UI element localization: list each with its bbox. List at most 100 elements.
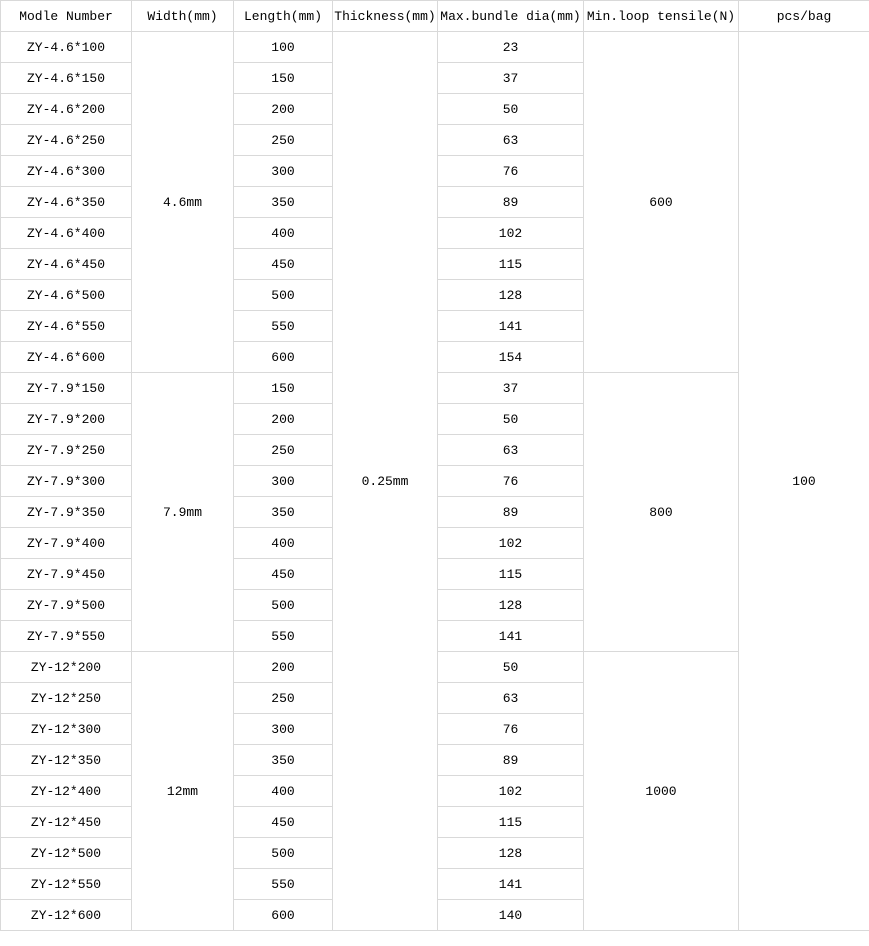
cell-length: 450 <box>234 559 333 590</box>
col-header: Modle Number <box>1 1 132 32</box>
cell-dia: 76 <box>438 466 584 497</box>
cell-tensile: 1000 <box>584 652 739 931</box>
cell-length: 250 <box>234 125 333 156</box>
cell-dia: 128 <box>438 838 584 869</box>
cell-dia: 102 <box>438 776 584 807</box>
cell-dia: 102 <box>438 528 584 559</box>
col-header: Min.loop tensile(N) <box>584 1 739 32</box>
cell-dia: 50 <box>438 652 584 683</box>
cell-model: ZY-12*500 <box>1 838 132 869</box>
cell-length: 350 <box>234 497 333 528</box>
cell-model: ZY-4.6*450 <box>1 249 132 280</box>
cell-model: ZY-4.6*550 <box>1 311 132 342</box>
cell-dia: 76 <box>438 714 584 745</box>
cell-dia: 115 <box>438 807 584 838</box>
cell-length: 100 <box>234 32 333 63</box>
cell-model: ZY-7.9*450 <box>1 559 132 590</box>
cell-dia: 141 <box>438 869 584 900</box>
cell-length: 400 <box>234 776 333 807</box>
cell-dia: 128 <box>438 280 584 311</box>
cell-model: ZY-7.9*400 <box>1 528 132 559</box>
cell-length: 450 <box>234 249 333 280</box>
col-header: pcs/bag <box>739 1 869 32</box>
cell-length: 400 <box>234 528 333 559</box>
cell-model: ZY-7.9*250 <box>1 435 132 466</box>
table-row: ZY-4.6*1004.6mm1000.25mm23600100 <box>1 32 869 63</box>
cell-dia: 50 <box>438 404 584 435</box>
cell-model: ZY-12*600 <box>1 900 132 931</box>
cell-length: 500 <box>234 838 333 869</box>
cell-model: ZY-7.9*350 <box>1 497 132 528</box>
cell-dia: 128 <box>438 590 584 621</box>
cell-length: 300 <box>234 156 333 187</box>
cell-dia: 102 <box>438 218 584 249</box>
cell-dia: 115 <box>438 559 584 590</box>
cell-length: 500 <box>234 280 333 311</box>
cell-length: 600 <box>234 900 333 931</box>
cell-model: ZY-4.6*300 <box>1 156 132 187</box>
cell-pcsbag: 100 <box>739 32 869 931</box>
cell-dia: 63 <box>438 125 584 156</box>
cell-length: 550 <box>234 621 333 652</box>
cell-width: 4.6mm <box>132 32 234 373</box>
cell-width: 7.9mm <box>132 373 234 652</box>
cell-dia: 37 <box>438 373 584 404</box>
cell-length: 150 <box>234 63 333 94</box>
cell-model: ZY-12*200 <box>1 652 132 683</box>
table-header-row: Modle NumberWidth(mm)Length(mm)Thickness… <box>1 1 869 32</box>
cell-tensile: 600 <box>584 32 739 373</box>
cell-dia: 89 <box>438 745 584 776</box>
cell-length: 400 <box>234 218 333 249</box>
cell-model: ZY-12*550 <box>1 869 132 900</box>
cell-model: ZY-7.9*150 <box>1 373 132 404</box>
cell-length: 450 <box>234 807 333 838</box>
cell-model: ZY-7.9*300 <box>1 466 132 497</box>
cell-length: 550 <box>234 869 333 900</box>
cell-dia: 63 <box>438 683 584 714</box>
cell-dia: 23 <box>438 32 584 63</box>
cell-length: 500 <box>234 590 333 621</box>
cell-dia: 115 <box>438 249 584 280</box>
cell-model: ZY-12*350 <box>1 745 132 776</box>
col-header: Max.bundle dia(mm) <box>438 1 584 32</box>
cell-length: 300 <box>234 466 333 497</box>
cell-model: ZY-4.6*250 <box>1 125 132 156</box>
cell-tensile: 800 <box>584 373 739 652</box>
cell-length: 200 <box>234 94 333 125</box>
cell-model: ZY-4.6*500 <box>1 280 132 311</box>
cell-dia: 89 <box>438 497 584 528</box>
cell-dia: 89 <box>438 187 584 218</box>
cell-length: 550 <box>234 311 333 342</box>
cell-model: ZY-4.6*100 <box>1 32 132 63</box>
cell-model: ZY-12*300 <box>1 714 132 745</box>
cell-dia: 154 <box>438 342 584 373</box>
cell-length: 150 <box>234 373 333 404</box>
cell-model: ZY-4.6*350 <box>1 187 132 218</box>
cell-model: ZY-12*400 <box>1 776 132 807</box>
cell-model: ZY-4.6*150 <box>1 63 132 94</box>
col-header: Width(mm) <box>132 1 234 32</box>
cell-length: 350 <box>234 187 333 218</box>
cell-model: ZY-4.6*200 <box>1 94 132 125</box>
cell-length: 350 <box>234 745 333 776</box>
col-header: Length(mm) <box>234 1 333 32</box>
col-header: Thickness(mm) <box>333 1 438 32</box>
cell-dia: 76 <box>438 156 584 187</box>
cell-dia: 37 <box>438 63 584 94</box>
cell-dia: 50 <box>438 94 584 125</box>
cell-dia: 141 <box>438 621 584 652</box>
cell-dia: 141 <box>438 311 584 342</box>
cell-model: ZY-12*250 <box>1 683 132 714</box>
cell-length: 250 <box>234 435 333 466</box>
cell-length: 200 <box>234 404 333 435</box>
cell-model: ZY-12*450 <box>1 807 132 838</box>
cell-length: 250 <box>234 683 333 714</box>
cell-model: ZY-7.9*500 <box>1 590 132 621</box>
cell-length: 600 <box>234 342 333 373</box>
cell-model: ZY-7.9*200 <box>1 404 132 435</box>
spec-table: Modle NumberWidth(mm)Length(mm)Thickness… <box>0 0 869 931</box>
cell-thickness: 0.25mm <box>333 32 438 931</box>
cell-length: 200 <box>234 652 333 683</box>
cell-width: 12mm <box>132 652 234 931</box>
cell-dia: 140 <box>438 900 584 931</box>
